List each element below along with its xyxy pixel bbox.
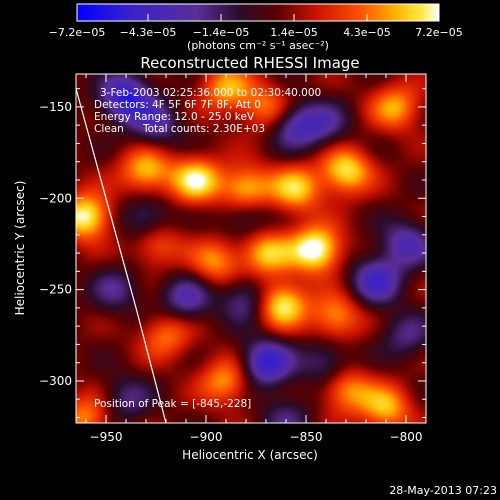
annotation-peak-position: Position of Peak = [-845,-228] [94,398,251,410]
x-axis-ticks [85,74,427,423]
annotation-energy-range: Energy Range: 12.0 - 25.0 keV [94,111,255,123]
colorbar-tick-label: 7.2e−05 [415,26,462,39]
x-axis-tick-labels: −950 −900 −850 −800 [90,430,423,444]
colorbar-tick-label: −7.2e−05 [49,26,106,39]
annotation-total-counts: Total counts: 2.30E+03 [142,123,265,135]
colorbar-ticks [76,14,440,21]
x-tick-label: −950 [90,430,123,444]
y-tick-label: −150 [39,100,72,114]
annotation-method: Clean [94,123,124,135]
plot-area [75,73,427,424]
chart-title: Reconstructed RHESSI Image [140,54,359,72]
y-tick-label: −250 [39,283,72,297]
plot-frame [75,73,427,424]
solar-limb-line [75,88,167,424]
colorbar-tick-label: 1.4e−05 [270,26,317,39]
x-tick-label: −900 [190,430,223,444]
x-tick-label: −800 [390,430,423,444]
y-axis-ticks [76,88,426,419]
colorbar-tick-label: −4.3e−05 [120,26,177,39]
colorbar [76,3,440,22]
y-axis-tick-labels: −150 −200 −250 −300 [39,100,72,388]
y-tick-label: −200 [39,191,72,205]
colorbar-tick-label: 4.3e−05 [343,26,390,39]
x-tick-label: −850 [290,430,323,444]
annotation-time-range: 3-Feb-2003 02:25:36.000 to 02:30:40.000 [100,87,321,99]
annotation-detectors: Detectors: 4F 5F 6F 7F 8F, Att 0 [94,99,261,111]
footer-timestamp: 28-May-2013 07:23 [389,484,497,497]
y-tick-label: −300 [39,374,72,388]
colorbar-unit-label: (photons cm⁻² s⁻¹ asec⁻²) [187,39,329,52]
heatmap-image [76,74,426,423]
x-axis-label: Heliocentric X (arcsec) [182,448,318,462]
colorbar-tick-labels: −7.2e−05 −4.3e−05 −1.4e−05 1.4e−05 4.3e−05 7.… [49,26,463,39]
y-axis-label: Heliocentric Y (arcsec) [13,181,27,316]
colorbar-tick-label: −1.4e−05 [193,26,250,39]
